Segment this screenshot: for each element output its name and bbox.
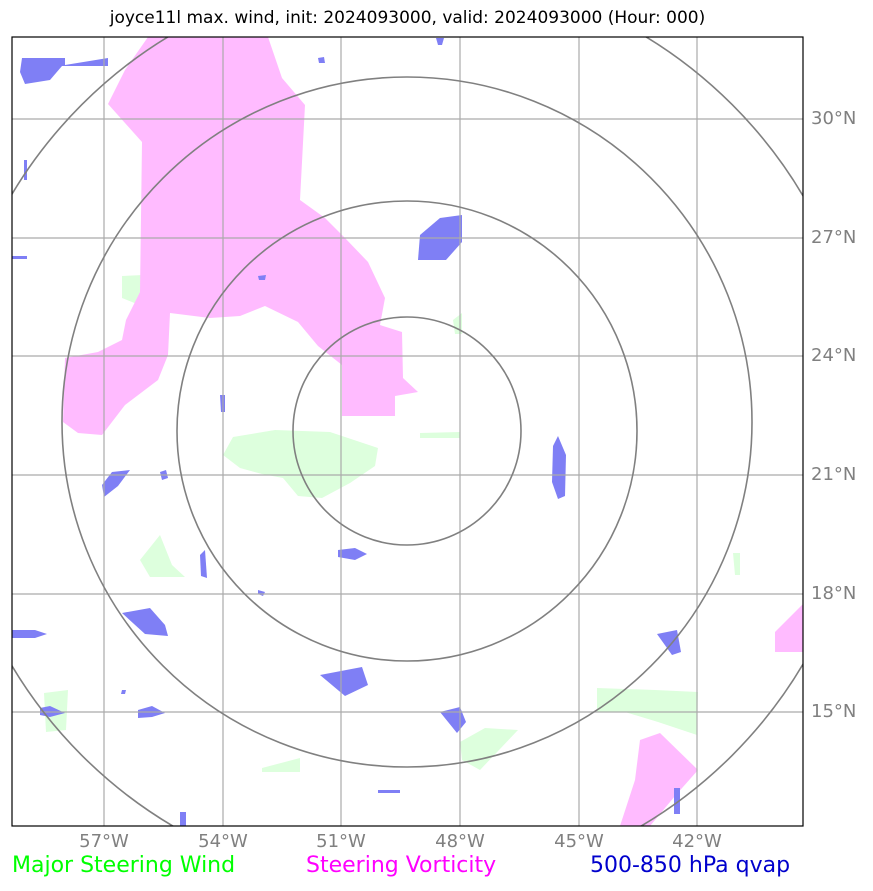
qvap-area bbox=[552, 436, 566, 499]
wind-area bbox=[262, 758, 300, 772]
vorticity-area bbox=[775, 604, 803, 652]
qvap-area bbox=[320, 667, 368, 696]
range-ring bbox=[61, 76, 753, 768]
map-frame bbox=[11, 36, 804, 827]
qvap-area bbox=[436, 38, 444, 45]
lon-label-54w: 54°W bbox=[198, 831, 248, 852]
wind-area bbox=[223, 430, 378, 498]
legend-steering-vorticity: Steering Vorticity bbox=[306, 853, 497, 878]
qvap-area bbox=[102, 470, 130, 497]
wind-area bbox=[420, 432, 460, 438]
lon-label-42w: 42°W bbox=[672, 831, 722, 852]
lon-label-51w: 51°W bbox=[316, 831, 366, 852]
qvap-area bbox=[200, 550, 207, 578]
qvap-area bbox=[12, 256, 27, 259]
qvap-area bbox=[24, 160, 27, 180]
qvap-area bbox=[122, 608, 168, 636]
lat-label-27n: 27°N bbox=[811, 227, 857, 248]
qvap-area bbox=[258, 275, 266, 280]
qvap-area bbox=[440, 707, 466, 733]
qvap-area bbox=[338, 548, 367, 560]
lon-label-48w: 48°W bbox=[435, 831, 485, 852]
qvap-area bbox=[121, 690, 126, 694]
lat-label-21n: 21°N bbox=[811, 464, 857, 485]
qvap-area bbox=[674, 788, 680, 814]
lat-label-30n: 30°N bbox=[811, 108, 857, 129]
legend-steering-wind: Major Steering Wind bbox=[12, 853, 236, 878]
lat-label-15n: 15°N bbox=[811, 701, 857, 722]
legend-qvap: 500-850 hPa qvap bbox=[590, 853, 791, 878]
vorticity-area bbox=[63, 37, 418, 435]
qvap-area bbox=[258, 590, 265, 596]
lat-label-24n: 24°N bbox=[811, 345, 857, 366]
lon-label-57w: 57°W bbox=[79, 831, 129, 852]
steering-vorticity-areas bbox=[63, 37, 803, 826]
lon-label-45w: 45°W bbox=[554, 831, 604, 852]
wind-area bbox=[460, 728, 518, 770]
qvap-area bbox=[657, 630, 681, 655]
vorticity-area bbox=[620, 733, 698, 826]
qvap-area bbox=[318, 57, 325, 63]
wind-area bbox=[140, 535, 185, 577]
qvap-area bbox=[20, 58, 108, 84]
range-ring bbox=[176, 200, 638, 662]
wind-area bbox=[733, 553, 740, 575]
qvap-area bbox=[180, 812, 186, 826]
qvap-area bbox=[378, 790, 400, 793]
lat-label-18n: 18°N bbox=[811, 583, 857, 604]
range-ring bbox=[292, 316, 522, 546]
qvap-areas bbox=[12, 38, 681, 826]
graticule bbox=[12, 37, 803, 826]
qvap-area bbox=[12, 630, 47, 638]
map-title: joyce11l max. wind, init: 2024093000, va… bbox=[109, 8, 706, 28]
